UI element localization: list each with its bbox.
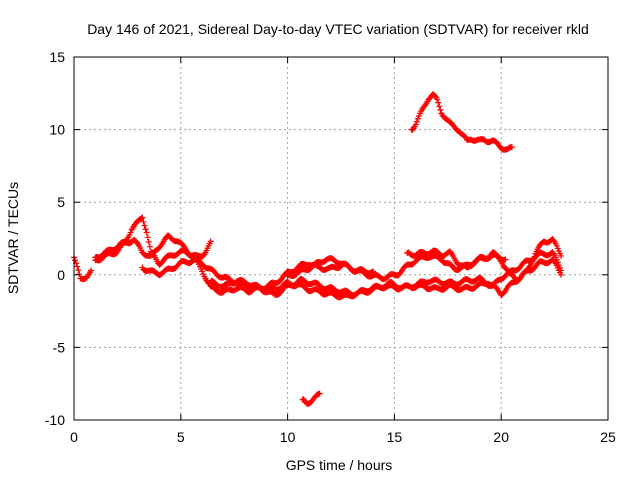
data-point: [141, 222, 148, 229]
data-point: [139, 214, 146, 221]
y-tick-label: 5: [57, 194, 65, 210]
data-point: [207, 238, 214, 245]
y-tick-label: 0: [57, 267, 65, 283]
data-point: [140, 218, 147, 225]
data-point: [414, 115, 421, 122]
data-point: [409, 126, 416, 133]
y-tick-label: -5: [53, 339, 66, 355]
data-point: [144, 234, 151, 241]
data-point: [316, 390, 323, 397]
data-point: [146, 243, 153, 250]
x-tick-label: 15: [387, 429, 403, 445]
data-point: [75, 267, 82, 274]
data-point: [550, 257, 557, 264]
data-point: [413, 118, 420, 125]
plot-frame: [73, 56, 609, 421]
data-point: [553, 256, 560, 263]
y-axis-label: SDTVAR / TECUs: [5, 182, 21, 294]
data-point: [72, 257, 79, 264]
data-point: [434, 96, 441, 103]
x-axis-label: GPS time / hours: [286, 457, 393, 473]
data-point: [76, 271, 83, 278]
data-point: [555, 262, 562, 269]
grid-lines: [74, 57, 608, 420]
x-tick-label: 25: [600, 429, 616, 445]
data-point: [143, 229, 150, 236]
series-arc-midday-b: [207, 249, 565, 299]
data-point: [530, 256, 537, 263]
series-arc-low: [299, 390, 323, 407]
axis-ticks: 0 5 10 15 20 25 -10 -5 0 5 10 15: [45, 49, 616, 445]
data-point: [88, 267, 95, 274]
chart-title: Day 146 of 2021, Sidereal Day-to-day VTE…: [87, 21, 589, 37]
data-points: [71, 91, 565, 407]
data-point: [508, 144, 515, 151]
data-point: [554, 259, 561, 266]
x-tick-label: 20: [493, 429, 509, 445]
data-point: [558, 267, 565, 274]
data-point: [74, 263, 81, 270]
data-point: [437, 106, 444, 113]
y-tick-label: 15: [49, 49, 65, 65]
series-arc-early: [71, 254, 95, 283]
y-tick-label: -10: [45, 412, 65, 428]
series-arc-high: [408, 91, 515, 153]
data-point: [142, 226, 149, 233]
x-tick-label: 10: [280, 429, 296, 445]
data-point: [138, 215, 145, 222]
x-tick-label: 0: [70, 429, 78, 445]
data-point: [558, 252, 565, 259]
y-tick-label: 10: [49, 122, 65, 138]
data-point: [435, 99, 442, 106]
data-point: [531, 253, 538, 260]
x-tick-label: 5: [177, 429, 185, 445]
data-point: [436, 103, 443, 110]
data-point: [502, 256, 509, 263]
data-point: [412, 121, 419, 128]
series-arc-evening: [284, 251, 509, 283]
data-point: [145, 238, 152, 245]
data-point: [199, 268, 206, 275]
data-point: [127, 229, 134, 236]
